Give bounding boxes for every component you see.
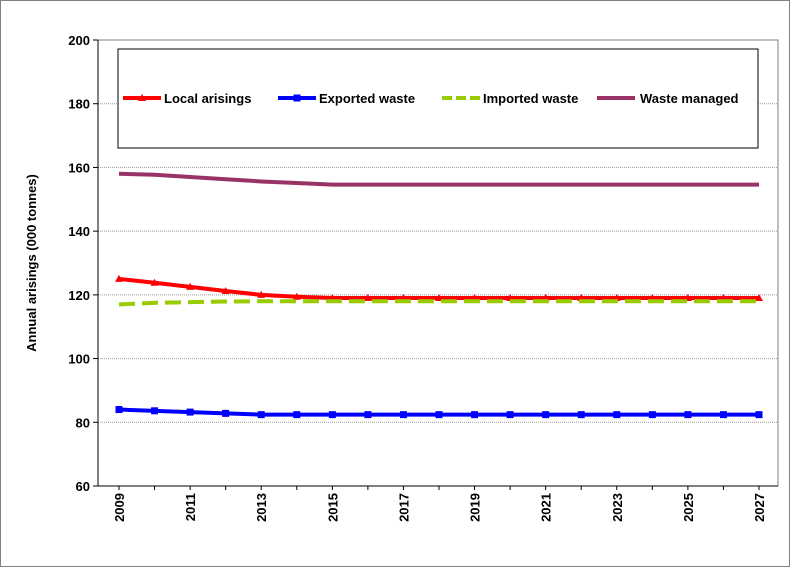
data-point: [138, 94, 146, 101]
y-tick-label: 80: [76, 415, 90, 430]
series-exported-waste: [115, 406, 763, 419]
y-tick-label: 200: [68, 33, 90, 48]
data-point: [719, 411, 727, 419]
y-tick-label: 160: [68, 160, 90, 175]
x-tick-label: 2025: [681, 493, 696, 522]
gridlines: [98, 103, 778, 423]
x-tick-label: 2023: [610, 493, 625, 522]
legend: Local arisings Exported waste Imported was…: [117, 48, 759, 149]
data-point: [221, 287, 230, 295]
series-group: [115, 171, 763, 419]
data-point: [293, 411, 301, 419]
series-local-arisings: [115, 274, 763, 302]
y-tick-label: 60: [76, 479, 90, 494]
data-point: [257, 290, 266, 298]
data-point: [150, 278, 159, 286]
series-line: [118, 171, 759, 187]
data-point: [577, 411, 585, 419]
legend-entry: Local arisings: [123, 91, 251, 106]
x-tick-label: 2009: [112, 493, 127, 522]
data-point: [363, 294, 372, 302]
data-point: [542, 411, 550, 419]
data-point: [186, 282, 195, 290]
legend-entry: Imported waste: [442, 91, 578, 106]
data-point: [115, 406, 123, 414]
x-tick-label: 2015: [325, 493, 340, 522]
legend-entry: Waste managed: [597, 91, 739, 106]
data-point: [506, 411, 514, 419]
y-axis: 60 80 100 120 140 160 180 200: [68, 33, 99, 494]
y-tick-label: 140: [68, 224, 90, 239]
data-point: [293, 94, 301, 102]
data-point: [755, 294, 763, 302]
data-point: [684, 411, 692, 419]
x-tick-label: 2021: [539, 493, 554, 522]
series-line: [118, 299, 759, 307]
data-point: [257, 411, 265, 419]
data-point: [328, 411, 336, 419]
data-point: [648, 411, 656, 419]
x-tick-label: 2011: [183, 493, 198, 521]
legend-entry: Exported waste: [278, 91, 415, 106]
data-point: [151, 407, 159, 415]
x-tick-label: 2013: [254, 493, 269, 522]
series-waste-managed: [118, 171, 759, 187]
series-imported-waste: [118, 299, 759, 307]
data-point: [399, 411, 407, 419]
x-tick-label: 2027: [752, 493, 767, 522]
legend-box: [117, 48, 759, 149]
y-tick-label: 180: [68, 97, 90, 112]
x-tick-label: 2017: [396, 493, 411, 522]
data-point: [435, 411, 443, 419]
y-tick-label: 100: [68, 352, 90, 367]
data-point: [755, 411, 763, 419]
data-point: [222, 409, 230, 417]
x-tick-label: 2019: [468, 493, 483, 522]
data-point: [613, 411, 621, 419]
data-point: [186, 408, 194, 416]
data-point: [292, 292, 301, 300]
legend-label: Imported waste: [483, 91, 578, 106]
legend-label: Exported waste: [319, 91, 415, 106]
x-axis: 2009 2011 2013 2015 2017 2019 2021 2023 2025 2027: [98, 485, 778, 522]
data-point: [115, 274, 123, 282]
data-point: [364, 411, 372, 419]
y-tick-label: 120: [68, 288, 90, 303]
legend-label: Waste managed: [640, 91, 739, 106]
y-axis-label: Annual arisings (000 tonnes): [24, 174, 39, 352]
data-point: [471, 411, 479, 419]
legend-label: Local arisings: [164, 91, 251, 106]
